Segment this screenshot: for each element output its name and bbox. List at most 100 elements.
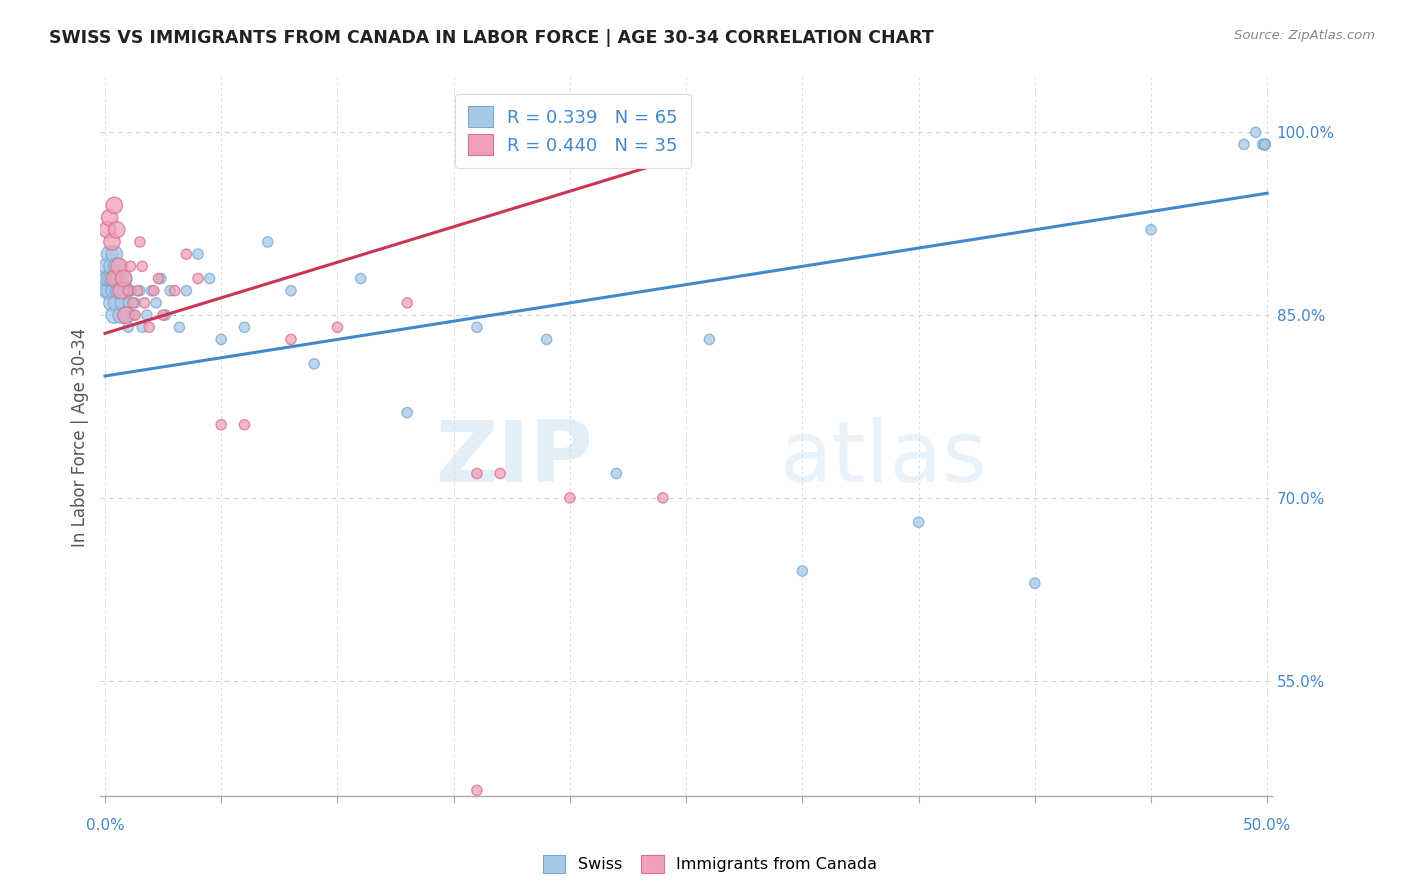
Point (176, 284, 198, 298)
Point (1254, 137, 1277, 152)
Point (110, 308, 132, 322)
Point (112, 271, 135, 285)
Point (209, 417, 232, 432)
Point (135, 308, 157, 322)
Point (101, 260, 124, 274)
Point (128, 284, 150, 298)
Point (96, 223, 118, 237)
Point (489, 467, 512, 481)
Point (198, 271, 221, 285)
Point (96, 260, 118, 274)
Text: SWISS VS IMMIGRANTS FROM CANADA IN LABOR FORCE | AGE 30-34 CORRELATION CHART: SWISS VS IMMIGRANTS FROM CANADA IN LABOR… (49, 29, 934, 46)
Point (1254, 137, 1277, 152)
Point (103, 271, 125, 285)
Point (1024, 576, 1046, 591)
Point (110, 284, 132, 298)
Legend: Swiss, Immigrants from Canada: Swiss, Immigrants from Canada (536, 848, 884, 880)
Point (138, 320, 160, 334)
Point (120, 260, 142, 274)
Point (536, 333, 558, 347)
Point (155, 308, 177, 322)
Point (101, 235, 124, 249)
Point (1244, 125, 1267, 139)
Point (1254, 137, 1277, 152)
Point (280, 333, 302, 347)
Point (176, 247, 198, 261)
Point (1254, 137, 1277, 152)
Point (233, 417, 256, 432)
Point (396, 296, 419, 310)
Point (209, 333, 232, 347)
Point (105, 271, 128, 285)
Point (605, 467, 627, 481)
Text: 0.0%: 0.0% (86, 818, 124, 833)
Point (101, 271, 124, 285)
Point (96, 284, 118, 298)
Point (120, 284, 142, 298)
Point (907, 515, 929, 529)
Point (699, 333, 721, 347)
Point (122, 296, 145, 310)
Point (142, 284, 165, 298)
Point (792, 564, 814, 578)
Point (169, 320, 191, 334)
Point (256, 235, 278, 249)
Point (159, 284, 181, 298)
Point (350, 271, 373, 285)
Point (187, 247, 209, 261)
Text: atlas: atlas (780, 417, 988, 500)
Point (1254, 137, 1277, 152)
Point (152, 308, 174, 322)
Point (1233, 137, 1256, 152)
Point (148, 271, 170, 285)
Point (187, 271, 209, 285)
Point (1254, 137, 1277, 152)
Point (117, 296, 139, 310)
Text: Source: ZipAtlas.com: Source: ZipAtlas.com (1234, 29, 1375, 42)
Point (233, 320, 256, 334)
Point (98, 284, 121, 298)
Point (101, 296, 124, 310)
Point (103, 284, 125, 298)
Point (103, 308, 125, 322)
Point (103, 198, 125, 212)
Point (115, 284, 138, 298)
Point (134, 296, 156, 310)
Point (103, 247, 125, 261)
Point (465, 320, 488, 334)
Point (280, 284, 302, 298)
Point (105, 296, 128, 310)
Point (396, 406, 419, 420)
Point (124, 296, 146, 310)
Point (117, 284, 139, 298)
Point (124, 308, 146, 322)
Point (98, 211, 121, 225)
Text: ZIP: ZIP (434, 417, 592, 500)
Point (131, 260, 153, 274)
Point (1140, 223, 1163, 237)
Point (105, 223, 128, 237)
Point (115, 308, 138, 322)
Point (326, 320, 349, 334)
Point (465, 783, 488, 797)
Point (127, 284, 149, 298)
Point (108, 284, 131, 298)
Point (651, 491, 673, 505)
Point (98, 247, 121, 261)
Point (117, 320, 139, 334)
Point (1251, 137, 1274, 152)
Point (558, 491, 581, 505)
Point (1254, 137, 1277, 152)
Point (145, 296, 167, 310)
Point (131, 320, 153, 334)
Point (128, 235, 150, 249)
Point (122, 308, 145, 322)
Point (465, 467, 488, 481)
Legend: R = 0.339   N = 65, R = 0.440   N = 35: R = 0.339 N = 65, R = 0.440 N = 35 (456, 94, 690, 168)
Point (96, 271, 118, 285)
Text: 50.0%: 50.0% (1243, 818, 1292, 833)
Point (108, 260, 131, 274)
Point (163, 284, 186, 298)
Point (141, 284, 163, 298)
Point (110, 284, 132, 298)
